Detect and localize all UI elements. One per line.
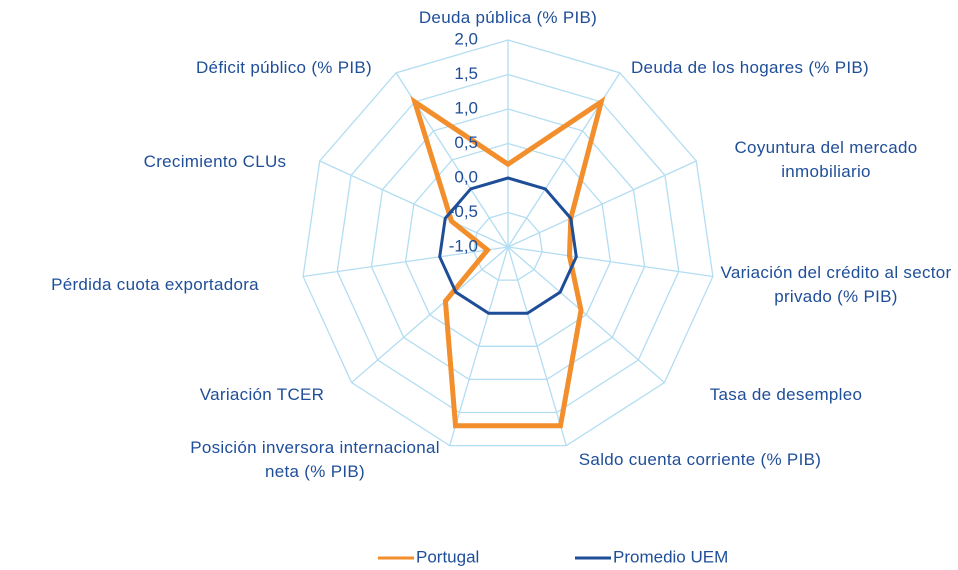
grid-ring bbox=[336, 73, 680, 414]
category-label: Deuda de los hogares (% PIB) bbox=[630, 58, 870, 77]
spoke bbox=[319, 160, 509, 248]
spoke bbox=[303, 246, 509, 278]
legend-label: Portugal bbox=[416, 547, 479, 566]
category-label: Crecimiento CLUs bbox=[143, 152, 287, 171]
spoke bbox=[507, 160, 697, 248]
r-tick-label: 1,5 bbox=[454, 64, 478, 83]
r-tick-label: 0,5 bbox=[454, 133, 478, 152]
category-label: Posición inversora internacional neta (%… bbox=[190, 438, 440, 481]
grid-ring bbox=[302, 39, 714, 447]
r-tick-label: 0,0 bbox=[454, 167, 478, 186]
r-tick-label: -1,0 bbox=[449, 236, 478, 255]
spoke bbox=[507, 246, 713, 278]
spoke bbox=[507, 246, 665, 384]
category-label: Pérdida cuota exportadora bbox=[51, 275, 259, 294]
series-line bbox=[438, 176, 578, 315]
series-line bbox=[410, 95, 606, 429]
legend-label: Promedio UEM bbox=[613, 547, 728, 566]
spoke bbox=[507, 246, 567, 446]
r-tick-label: -0,5 bbox=[449, 202, 478, 221]
grid-ring bbox=[473, 211, 543, 281]
spoke bbox=[449, 246, 509, 446]
category-label: Deuda pública (% PIB) bbox=[418, 8, 598, 27]
category-label: Coyuntura del mercado inmobiliario bbox=[734, 138, 918, 181]
category-label: Variación del crédito al sector privado … bbox=[720, 263, 952, 306]
category-label: Déficit público (% PIB) bbox=[195, 58, 372, 77]
category-label: Tasa de desempleo bbox=[709, 385, 863, 404]
category-label: Variación TCER bbox=[199, 385, 325, 404]
r-tick-label: 1,0 bbox=[454, 98, 478, 117]
category-label: Saldo cuenta corriente (% PIB) bbox=[578, 450, 822, 469]
spoke bbox=[351, 246, 509, 384]
grid-ring bbox=[370, 108, 646, 381]
r-tick-label: 2,0 bbox=[454, 29, 478, 48]
grid-ring bbox=[404, 142, 612, 347]
